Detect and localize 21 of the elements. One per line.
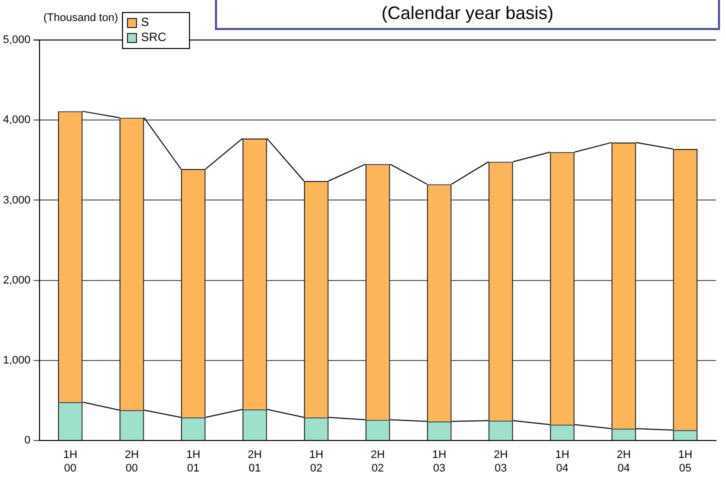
y-tick-label: 3,000 [2,194,31,206]
legend-label: S [141,15,150,30]
x-tick-label: 1H 02 [309,449,324,474]
x-tick-label: 2H 00 [124,449,139,474]
x-tick-label: 1H 00 [63,449,78,474]
y-tick-label: 5,000 [2,34,31,46]
y-tick-label: 1,000 [2,354,31,367]
y-tick-label: 4,000 [2,114,31,126]
legend-label: SRC [141,30,166,45]
x-tick-label: 2H 04 [616,449,631,474]
x-tick-label: 2H 03 [494,449,508,474]
x-tick-label: 1H 04 [555,449,570,474]
y-tick-label: 0 [24,434,31,447]
x-tick-label: 1H 03 [432,449,446,474]
y-axis-title: (Thousand ton) [43,12,118,24]
x-tick-label: 2H 01 [248,449,262,474]
x-tick-label: 1H 01 [186,449,200,474]
x-tick-label: 1H 05 [678,449,692,474]
chart-title: (Calendar year basis) [215,0,720,30]
x-tick-label: 2H 02 [370,449,385,474]
y-tick-label: 2,000 [2,274,31,286]
